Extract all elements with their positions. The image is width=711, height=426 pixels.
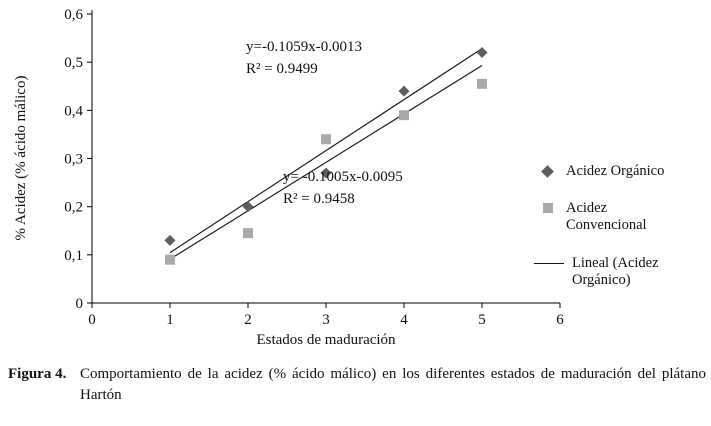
- chart-plot-area: 0 0,1 0,2 0,3 0,4 0,5 0,6 0 1 2 3 4 5 6: [64, 7, 564, 328]
- figure-caption-label: Figura 4.: [8, 366, 67, 382]
- legend-item-lineal-organico: Lineal (Acidez Orgánico): [534, 255, 684, 289]
- y-axis-label: % Acidez (% ácido málico): [13, 75, 29, 241]
- svg-text:4: 4: [400, 312, 408, 328]
- diamond-marker-icon: [541, 165, 554, 178]
- figure-caption-text: Comportamiento de la acidez (% ácido mál…: [80, 366, 706, 404]
- figure-caption: Figura 4. Comportamiento de la acidez (%…: [8, 364, 706, 407]
- trendline-equation-convencional: y= -0.1005x-0.0095 R² = 0.9458: [283, 166, 403, 210]
- svg-text:0,6: 0,6: [64, 7, 83, 23]
- x-axis-label: Estados de maduración: [256, 332, 396, 348]
- svg-text:2: 2: [244, 312, 252, 328]
- square-marker-icon: [543, 203, 553, 213]
- svg-text:0,4: 0,4: [64, 103, 83, 119]
- r-squared-text: R² = 0.9499: [246, 61, 318, 77]
- svg-text:0,3: 0,3: [64, 152, 83, 168]
- trendline-equation-organico: y=-0.1059x-0.0013 R² = 0.9499: [246, 36, 362, 80]
- legend-item-acidez-convencional: Acidez Convencional: [540, 200, 678, 234]
- svg-text:0: 0: [88, 312, 96, 328]
- equation-text: y=-0.1059x-0.0013: [246, 39, 362, 55]
- svg-text:1: 1: [166, 312, 174, 328]
- svg-text:0,5: 0,5: [64, 55, 83, 71]
- trendline-marker-icon: [534, 263, 564, 264]
- equation-text: y= -0.1005x-0.0095: [283, 169, 403, 185]
- legend-item-acidez-organico: Acidez Orgánico: [540, 163, 678, 180]
- r-squared-text: R² = 0.9458: [283, 191, 355, 207]
- svg-text:6: 6: [556, 312, 564, 328]
- svg-text:0,2: 0,2: [64, 200, 83, 216]
- svg-text:0: 0: [76, 296, 84, 312]
- svg-text:5: 5: [478, 312, 486, 328]
- svg-text:3: 3: [322, 312, 330, 328]
- legend-label: Lineal (Acidez Orgánico): [572, 255, 659, 288]
- legend-label: Acidez Convencional: [566, 200, 647, 233]
- svg-text:0,1: 0,1: [64, 248, 83, 264]
- legend-label: Acidez Orgánico: [566, 163, 665, 179]
